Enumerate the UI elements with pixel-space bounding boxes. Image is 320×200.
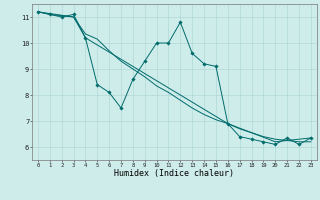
- X-axis label: Humidex (Indice chaleur): Humidex (Indice chaleur): [115, 169, 234, 178]
